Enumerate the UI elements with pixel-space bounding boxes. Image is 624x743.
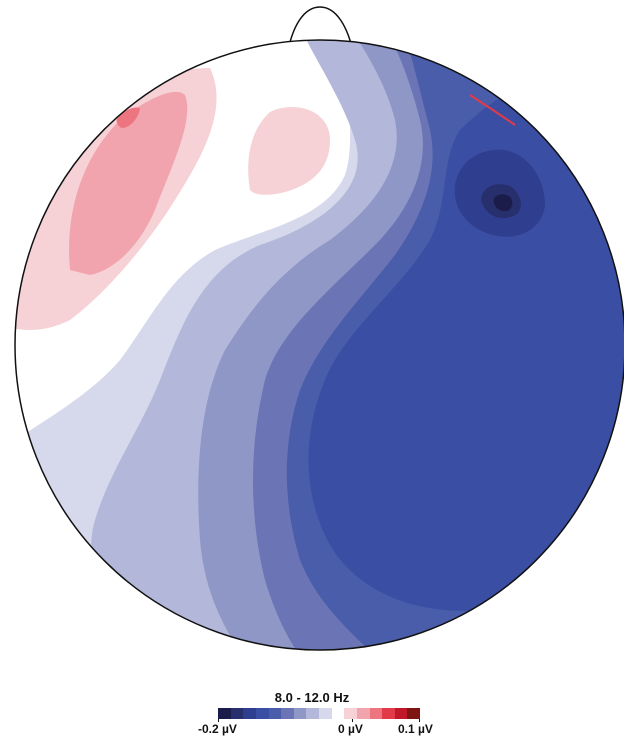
contour-blue-7: [493, 194, 513, 212]
colorbar-cell: [382, 708, 395, 719]
colorbar-cell: [243, 708, 256, 719]
scalp-map-svg: [14, 6, 624, 651]
colorbar-tick-zero: [352, 719, 353, 722]
colorbar-cell: [281, 708, 294, 719]
colorbar-cell: [407, 708, 420, 719]
colorbar-zero-label: 0 µV: [338, 722, 363, 736]
contour-pink-blob-center: [248, 107, 330, 195]
topographic-map: [14, 6, 624, 651]
colorbar-tick-min: [218, 719, 219, 722]
colorbar-cell: [293, 708, 307, 719]
colorbar-cell: [331, 708, 345, 719]
colorbar-cell: [218, 708, 231, 719]
contour-medium-pink-left: [69, 91, 188, 275]
potential-contours: [15, 40, 624, 650]
nose-outline: [286, 6, 355, 57]
colorbar-cell: [319, 708, 332, 719]
colorbar-min-label: -0.2 µV: [198, 722, 237, 736]
colorbar-cell: [356, 708, 370, 719]
colorbar-max-label: 0.1 µV: [398, 722, 433, 736]
frequency-band-label: 8.0 - 12.0 Hz: [274, 690, 350, 705]
colorbar-cell: [230, 708, 244, 719]
colorbar-cell: [306, 708, 319, 719]
colorbar-cell: [268, 708, 282, 719]
contour-blue-4: [308, 40, 624, 611]
head-outline: [14, 39, 624, 651]
colorbar-cell: [369, 708, 383, 719]
colorbar-cell: [255, 708, 269, 719]
colorbar-tick-max: [419, 719, 420, 722]
colorbar-cell: [344, 708, 357, 719]
contour-red-rim: [469, 94, 516, 126]
colorbar-cell: [394, 708, 408, 719]
colorbar: [218, 708, 420, 719]
